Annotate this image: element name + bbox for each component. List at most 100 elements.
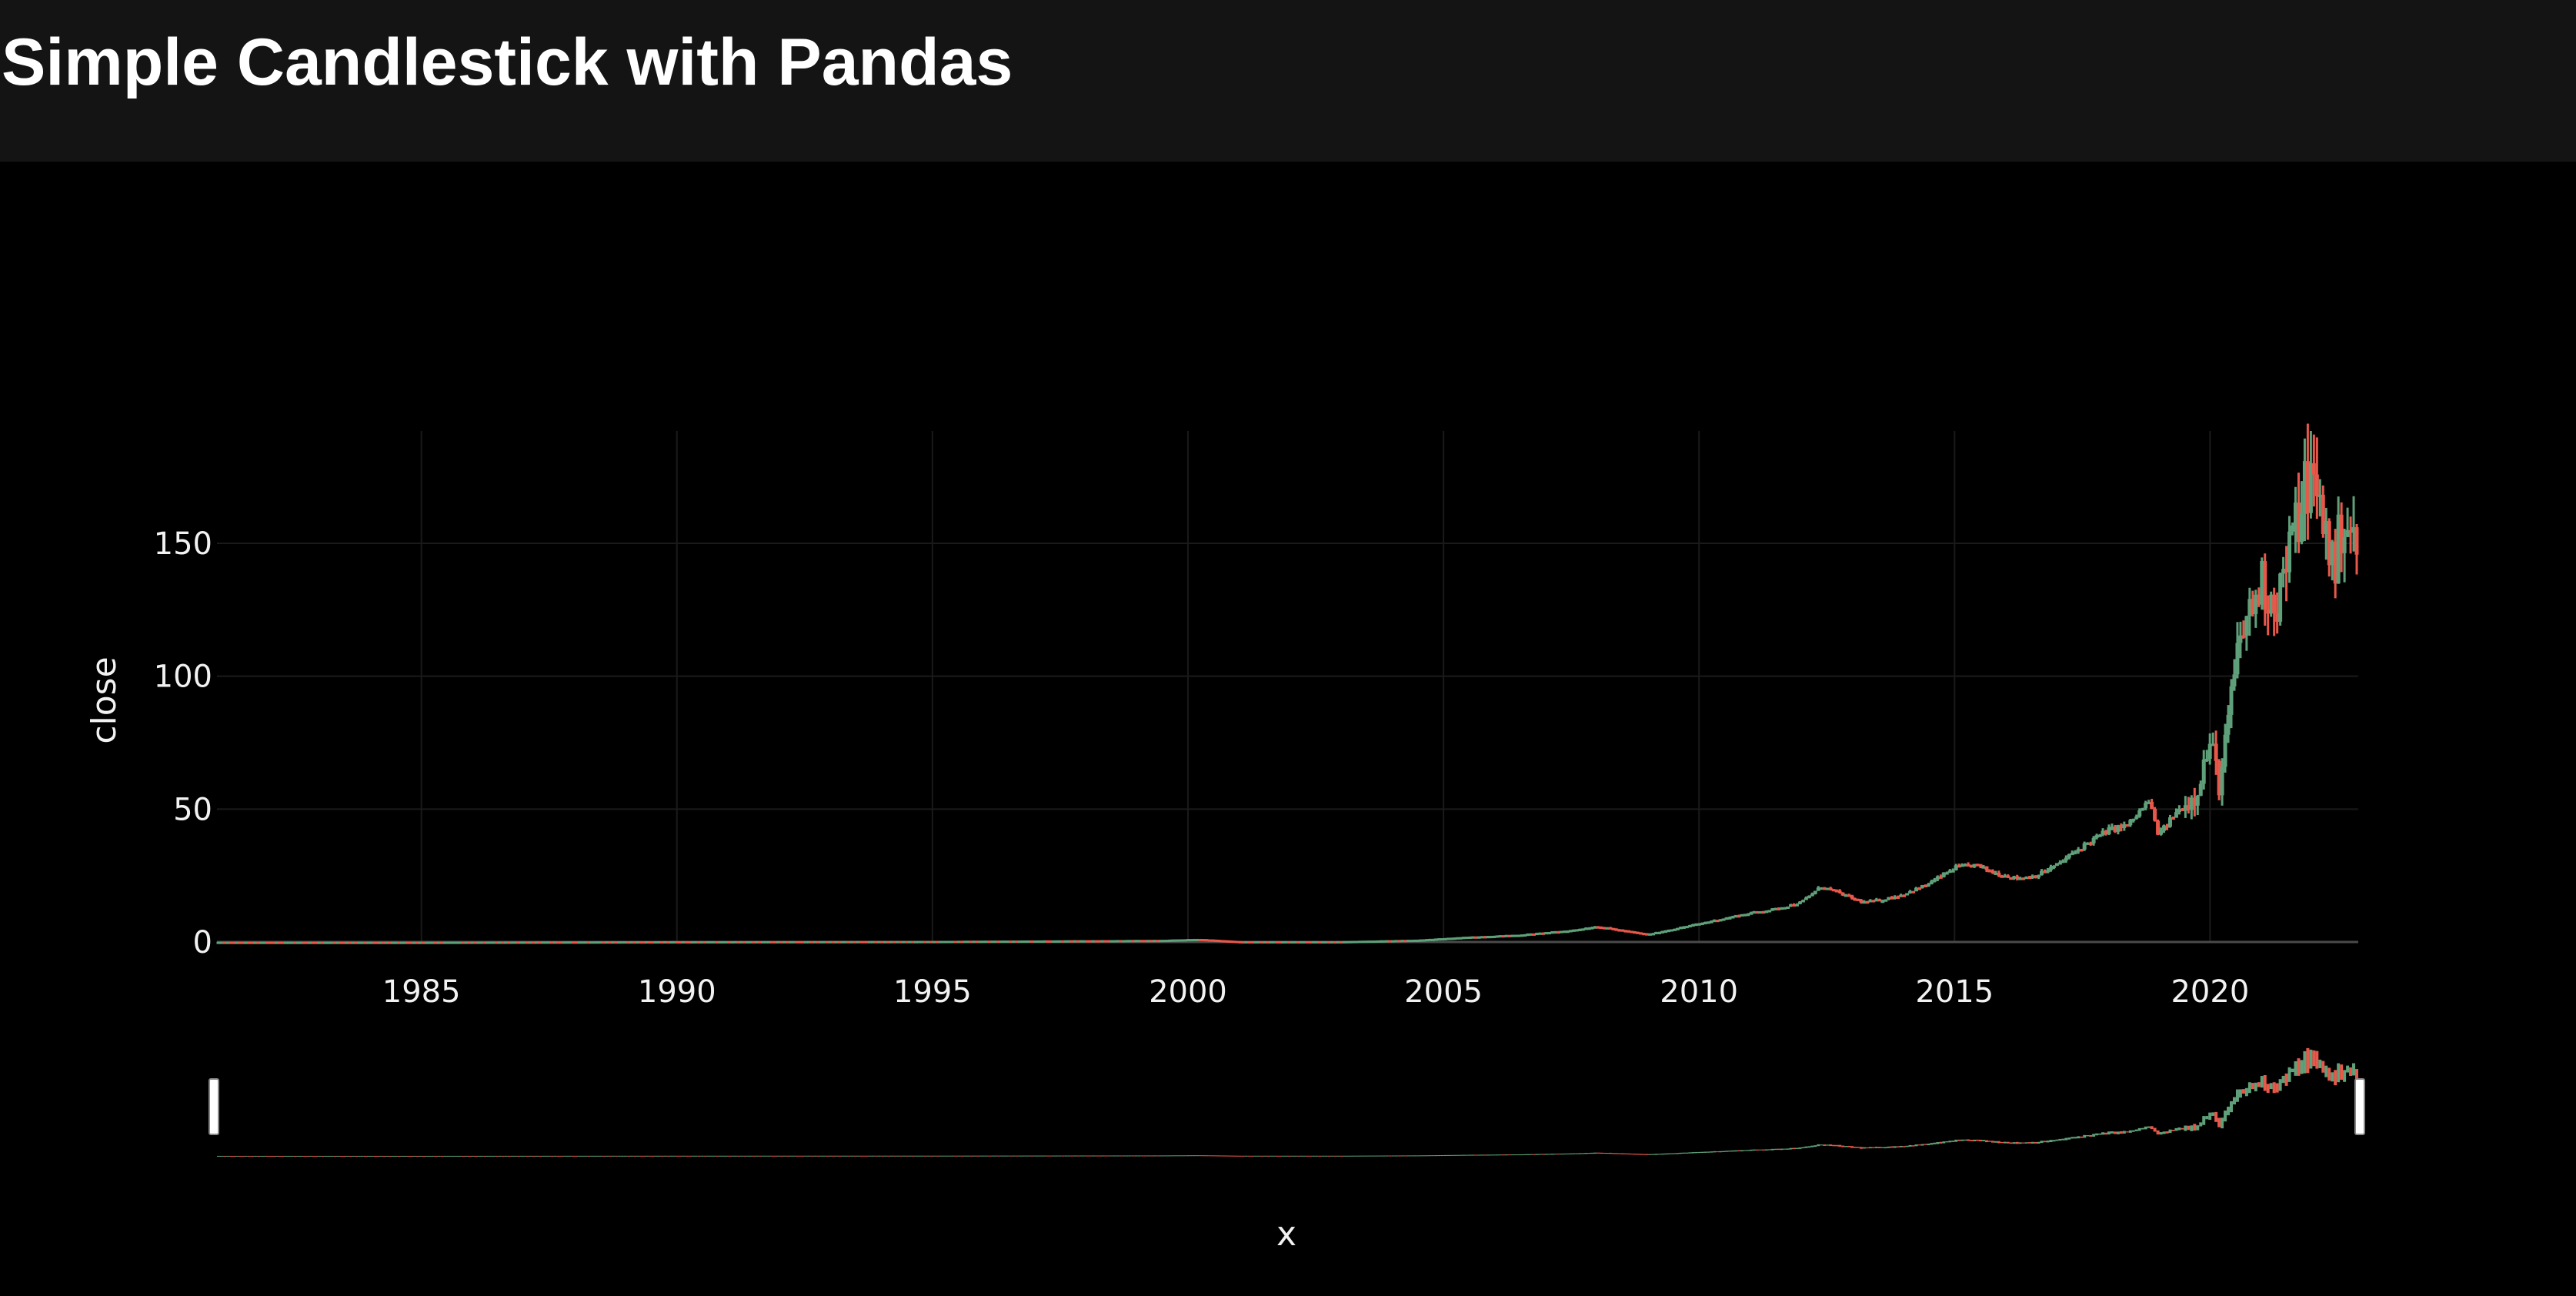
candle[interactable] bbox=[1816, 886, 1820, 891]
candle[interactable] bbox=[1896, 895, 1900, 899]
candle[interactable] bbox=[1045, 940, 1049, 943]
candle[interactable] bbox=[229, 941, 233, 944]
candle[interactable] bbox=[1314, 940, 1319, 944]
candle[interactable] bbox=[1880, 900, 1885, 904]
candle[interactable] bbox=[1764, 910, 1769, 914]
candle[interactable] bbox=[752, 940, 756, 944]
candle[interactable] bbox=[1153, 940, 1157, 943]
candle[interactable] bbox=[1018, 940, 1023, 944]
candle[interactable] bbox=[1256, 940, 1261, 944]
candle[interactable] bbox=[761, 940, 766, 944]
candle[interactable] bbox=[247, 941, 252, 944]
candle[interactable] bbox=[1412, 939, 1416, 942]
candle[interactable] bbox=[1015, 940, 1019, 944]
candle[interactable] bbox=[531, 941, 536, 944]
candle[interactable] bbox=[871, 940, 876, 944]
candle[interactable] bbox=[589, 941, 594, 944]
candle[interactable] bbox=[323, 941, 328, 944]
candle[interactable] bbox=[2070, 850, 2074, 856]
candle[interactable] bbox=[1342, 940, 1346, 944]
candle[interactable] bbox=[1684, 926, 1689, 929]
candle[interactable] bbox=[696, 940, 701, 944]
candle[interactable] bbox=[880, 940, 885, 944]
candle[interactable] bbox=[1547, 931, 1551, 935]
candle[interactable] bbox=[1580, 928, 1585, 931]
candle[interactable] bbox=[256, 941, 261, 944]
candle[interactable] bbox=[1914, 887, 1919, 892]
candle[interactable] bbox=[314, 941, 319, 944]
candle[interactable] bbox=[385, 941, 389, 944]
candle[interactable] bbox=[391, 941, 395, 944]
candle[interactable] bbox=[1410, 940, 1414, 943]
candle[interactable] bbox=[1106, 940, 1111, 943]
candle[interactable] bbox=[2137, 808, 2142, 818]
candle[interactable] bbox=[1232, 940, 1236, 944]
candle[interactable] bbox=[351, 941, 355, 944]
candle[interactable] bbox=[269, 941, 273, 944]
candle[interactable] bbox=[445, 941, 450, 944]
candle[interactable] bbox=[791, 940, 796, 944]
candle[interactable] bbox=[2018, 877, 2023, 880]
candle[interactable] bbox=[2079, 848, 2084, 852]
candle[interactable] bbox=[1947, 869, 1952, 873]
candle[interactable] bbox=[1427, 938, 1432, 941]
candle[interactable] bbox=[586, 941, 591, 944]
candle[interactable] bbox=[755, 940, 759, 944]
candle[interactable] bbox=[1730, 915, 1735, 919]
candle[interactable] bbox=[348, 941, 352, 944]
candle[interactable] bbox=[2333, 529, 2337, 599]
candle[interactable] bbox=[1543, 932, 1548, 935]
candle[interactable] bbox=[2150, 798, 2154, 810]
candle[interactable] bbox=[605, 941, 609, 944]
candle[interactable] bbox=[329, 941, 334, 944]
candle[interactable] bbox=[2110, 823, 2114, 830]
candle[interactable] bbox=[1856, 898, 1860, 901]
candle[interactable] bbox=[1351, 940, 1356, 944]
candle[interactable] bbox=[2293, 486, 2297, 553]
candle[interactable] bbox=[718, 940, 722, 944]
candle[interactable] bbox=[1263, 940, 1267, 944]
candle[interactable] bbox=[1293, 940, 1297, 944]
candle[interactable] bbox=[357, 941, 362, 944]
candle[interactable] bbox=[1076, 940, 1080, 943]
candle[interactable] bbox=[2235, 622, 2240, 679]
candle[interactable] bbox=[1963, 863, 1967, 867]
candle[interactable] bbox=[1770, 908, 1775, 911]
candle[interactable] bbox=[926, 940, 930, 944]
candle[interactable] bbox=[1082, 940, 1086, 943]
candle[interactable] bbox=[2211, 732, 2215, 747]
candle[interactable] bbox=[1473, 936, 1478, 939]
candle[interactable] bbox=[1207, 939, 1212, 942]
candle[interactable] bbox=[1994, 870, 1998, 875]
candle[interactable] bbox=[1241, 940, 1246, 944]
candle[interactable] bbox=[311, 941, 315, 944]
candle[interactable] bbox=[2167, 814, 2172, 828]
candle[interactable] bbox=[2064, 855, 2068, 863]
candle[interactable] bbox=[1755, 910, 1760, 914]
candle[interactable] bbox=[1786, 906, 1790, 909]
candle[interactable] bbox=[662, 940, 667, 944]
candle[interactable] bbox=[1079, 940, 1083, 943]
candle[interactable] bbox=[1847, 894, 1851, 897]
candle[interactable] bbox=[1758, 910, 1763, 914]
candle[interactable] bbox=[2308, 430, 2313, 519]
candle[interactable] bbox=[1286, 940, 1291, 944]
candle[interactable] bbox=[1150, 940, 1154, 943]
candle[interactable] bbox=[602, 941, 606, 944]
candle[interactable] bbox=[953, 940, 958, 944]
candle[interactable] bbox=[690, 940, 695, 944]
candle[interactable] bbox=[629, 941, 634, 944]
candle[interactable] bbox=[1406, 940, 1411, 943]
candle[interactable] bbox=[302, 941, 306, 944]
candle[interactable] bbox=[1825, 887, 1830, 890]
candle[interactable] bbox=[1687, 924, 1692, 928]
candle[interactable] bbox=[1382, 940, 1386, 943]
candle[interactable] bbox=[2314, 437, 2319, 519]
candle[interactable] bbox=[2204, 750, 2209, 762]
candle[interactable] bbox=[2220, 758, 2224, 806]
candle[interactable] bbox=[1504, 934, 1509, 937]
candle[interactable] bbox=[556, 941, 560, 944]
candle[interactable] bbox=[1794, 903, 1799, 907]
candle[interactable] bbox=[1797, 900, 1802, 905]
candle[interactable] bbox=[2257, 587, 2261, 607]
